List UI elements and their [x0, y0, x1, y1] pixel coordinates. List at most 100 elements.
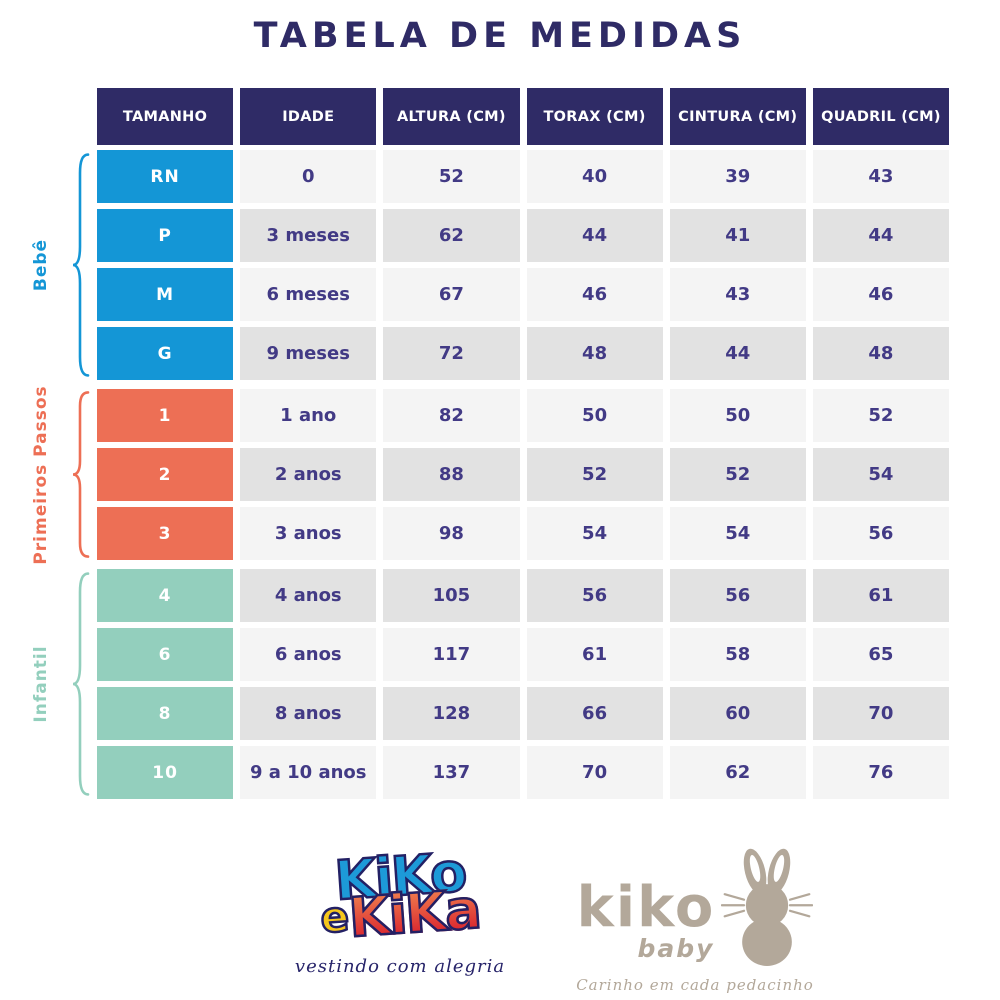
- size-cell: 10: [97, 746, 234, 799]
- column-header: IDADE: [240, 88, 377, 145]
- idade-cell: 2 anos: [240, 448, 377, 501]
- quadril-cell: 76: [812, 746, 949, 799]
- altura-cell: 88: [383, 448, 520, 501]
- kiko-baby-tagline: Carinho em cada pedacinho: [576, 976, 814, 994]
- altura-cell: 128: [383, 687, 520, 740]
- torax-cell: 66: [526, 687, 663, 740]
- kiko-e-kika-tagline: vestindo com alegria: [294, 956, 506, 977]
- kiko-baby-name: kiko: [576, 875, 716, 940]
- size-cell: 8: [97, 687, 234, 740]
- quadril-cell: 61: [812, 569, 949, 622]
- size-cell: P: [97, 209, 234, 262]
- torax-cell: 52: [526, 448, 663, 501]
- idade-cell: 3 anos: [240, 507, 377, 560]
- torax-cell: 46: [526, 268, 663, 321]
- idade-cell: 3 meses: [240, 209, 377, 262]
- bunny-icon: [721, 848, 814, 966]
- cintura-cell: 43: [669, 268, 806, 321]
- kiko-baby-row: kiko baby: [545, 846, 845, 970]
- size-cell: 2: [97, 448, 234, 501]
- torax-cell: 61: [526, 628, 663, 681]
- kiko-baby-sub: baby: [637, 933, 715, 963]
- size-group-infantil: Infantil 4 4 anos 105 56 56 61 6 6 anos 117 61 58 65…: [31, 569, 949, 799]
- torax-cell: 48: [526, 327, 663, 380]
- torax-cell: 50: [526, 389, 663, 442]
- altura-cell: 137: [383, 746, 520, 799]
- kiko-logo-e: e: [317, 890, 351, 943]
- altura-cell: 117: [383, 628, 520, 681]
- group-brace-primeiros-passos: [71, 389, 91, 560]
- torax-cell: 70: [526, 746, 663, 799]
- page-title: TABELA DE MEDIDAS: [253, 16, 747, 56]
- size-cell: 6: [97, 628, 234, 681]
- idade-cell: 6 meses: [240, 268, 377, 321]
- cintura-cell: 44: [669, 327, 806, 380]
- altura-cell: 72: [383, 327, 520, 380]
- group-label-infantil: Infantil: [31, 645, 51, 723]
- torax-cell: 44: [526, 209, 663, 262]
- kiko-baby-logo: kiko baby: [545, 846, 845, 994]
- measurements-table: TAMANHO IDADE ALTURA (CM) TORAX (CM) CINTURA…: [31, 88, 949, 808]
- table-header-row: TAMANHO IDADE ALTURA (CM) TORAX (CM) CINTURA…: [97, 88, 949, 145]
- column-header: ALTURA (CM): [383, 88, 520, 145]
- column-header: CINTURA (CM): [669, 88, 806, 145]
- quadril-cell: 65: [812, 628, 949, 681]
- cintura-cell: 39: [669, 150, 806, 203]
- group-label-bebe: Bebê: [31, 238, 51, 292]
- altura-cell: 67: [383, 268, 520, 321]
- column-header: TAMANHO: [97, 88, 234, 145]
- idade-cell: 0: [240, 150, 377, 203]
- size-cell: 3: [97, 507, 234, 560]
- altura-cell: 62: [383, 209, 520, 262]
- cintura-cell: 62: [669, 746, 806, 799]
- table-groups: Bebê RN 0 52 40 39 43 P 3 meses 62 44 41 44 M 6 meses 6…: [31, 150, 949, 799]
- altura-cell: 98: [383, 507, 520, 560]
- kiko-baby-text: kiko baby: [576, 875, 716, 963]
- quadril-cell: 48: [812, 327, 949, 380]
- quadril-cell: 54: [812, 448, 949, 501]
- kiko-e-kika-logo: KiKo eKiKa vestindo com alegria: [285, 839, 515, 977]
- cintura-cell: 50: [669, 389, 806, 442]
- size-group-primeiros-passos: Primeiros Passos 1 1 ano 82 50 50 52 2 2 anos 88 5…: [31, 385, 949, 564]
- quadril-cell: 56: [812, 507, 949, 560]
- cintura-cell: 54: [669, 507, 806, 560]
- group-label-primeiros-passos: Primeiros Passos: [31, 384, 51, 565]
- altura-cell: 82: [383, 389, 520, 442]
- size-cell: RN: [97, 150, 234, 203]
- cintura-cell: 60: [669, 687, 806, 740]
- column-header: QUADRIL (CM): [812, 88, 949, 145]
- quadril-cell: 70: [812, 687, 949, 740]
- idade-cell: 6 anos: [240, 628, 377, 681]
- idade-cell: 9 a 10 anos: [240, 746, 377, 799]
- table-row: RN 0 52 40 39 43: [97, 150, 949, 203]
- idade-cell: 4 anos: [240, 569, 377, 622]
- size-cell: M: [97, 268, 234, 321]
- torax-cell: 56: [526, 569, 663, 622]
- cintura-cell: 58: [669, 628, 806, 681]
- group-rows: RN 0 52 40 39 43 P 3 meses 62 44 41 44 M 6 meses 67 46 4…: [97, 150, 949, 380]
- idade-cell: 1 ano: [240, 389, 377, 442]
- quadril-cell: 43: [812, 150, 949, 203]
- size-cell: G: [97, 327, 234, 380]
- group-brace-infantil: [71, 569, 91, 799]
- size-group-bebe: Bebê RN 0 52 40 39 43 P 3 meses 62 44 41 44 M 6 meses 6…: [31, 150, 949, 380]
- kika-logo-text: KiKa: [346, 876, 483, 950]
- cintura-cell: 41: [669, 209, 806, 262]
- quadril-cell: 44: [812, 209, 949, 262]
- table-row: 10 9 a 10 anos 137 70 62 76: [97, 746, 949, 799]
- idade-cell: 9 meses: [240, 327, 377, 380]
- column-header: TORAX (CM): [526, 88, 663, 145]
- torax-cell: 40: [526, 150, 663, 203]
- size-cell: 4: [97, 569, 234, 622]
- altura-cell: 52: [383, 150, 520, 203]
- altura-cell: 105: [383, 569, 520, 622]
